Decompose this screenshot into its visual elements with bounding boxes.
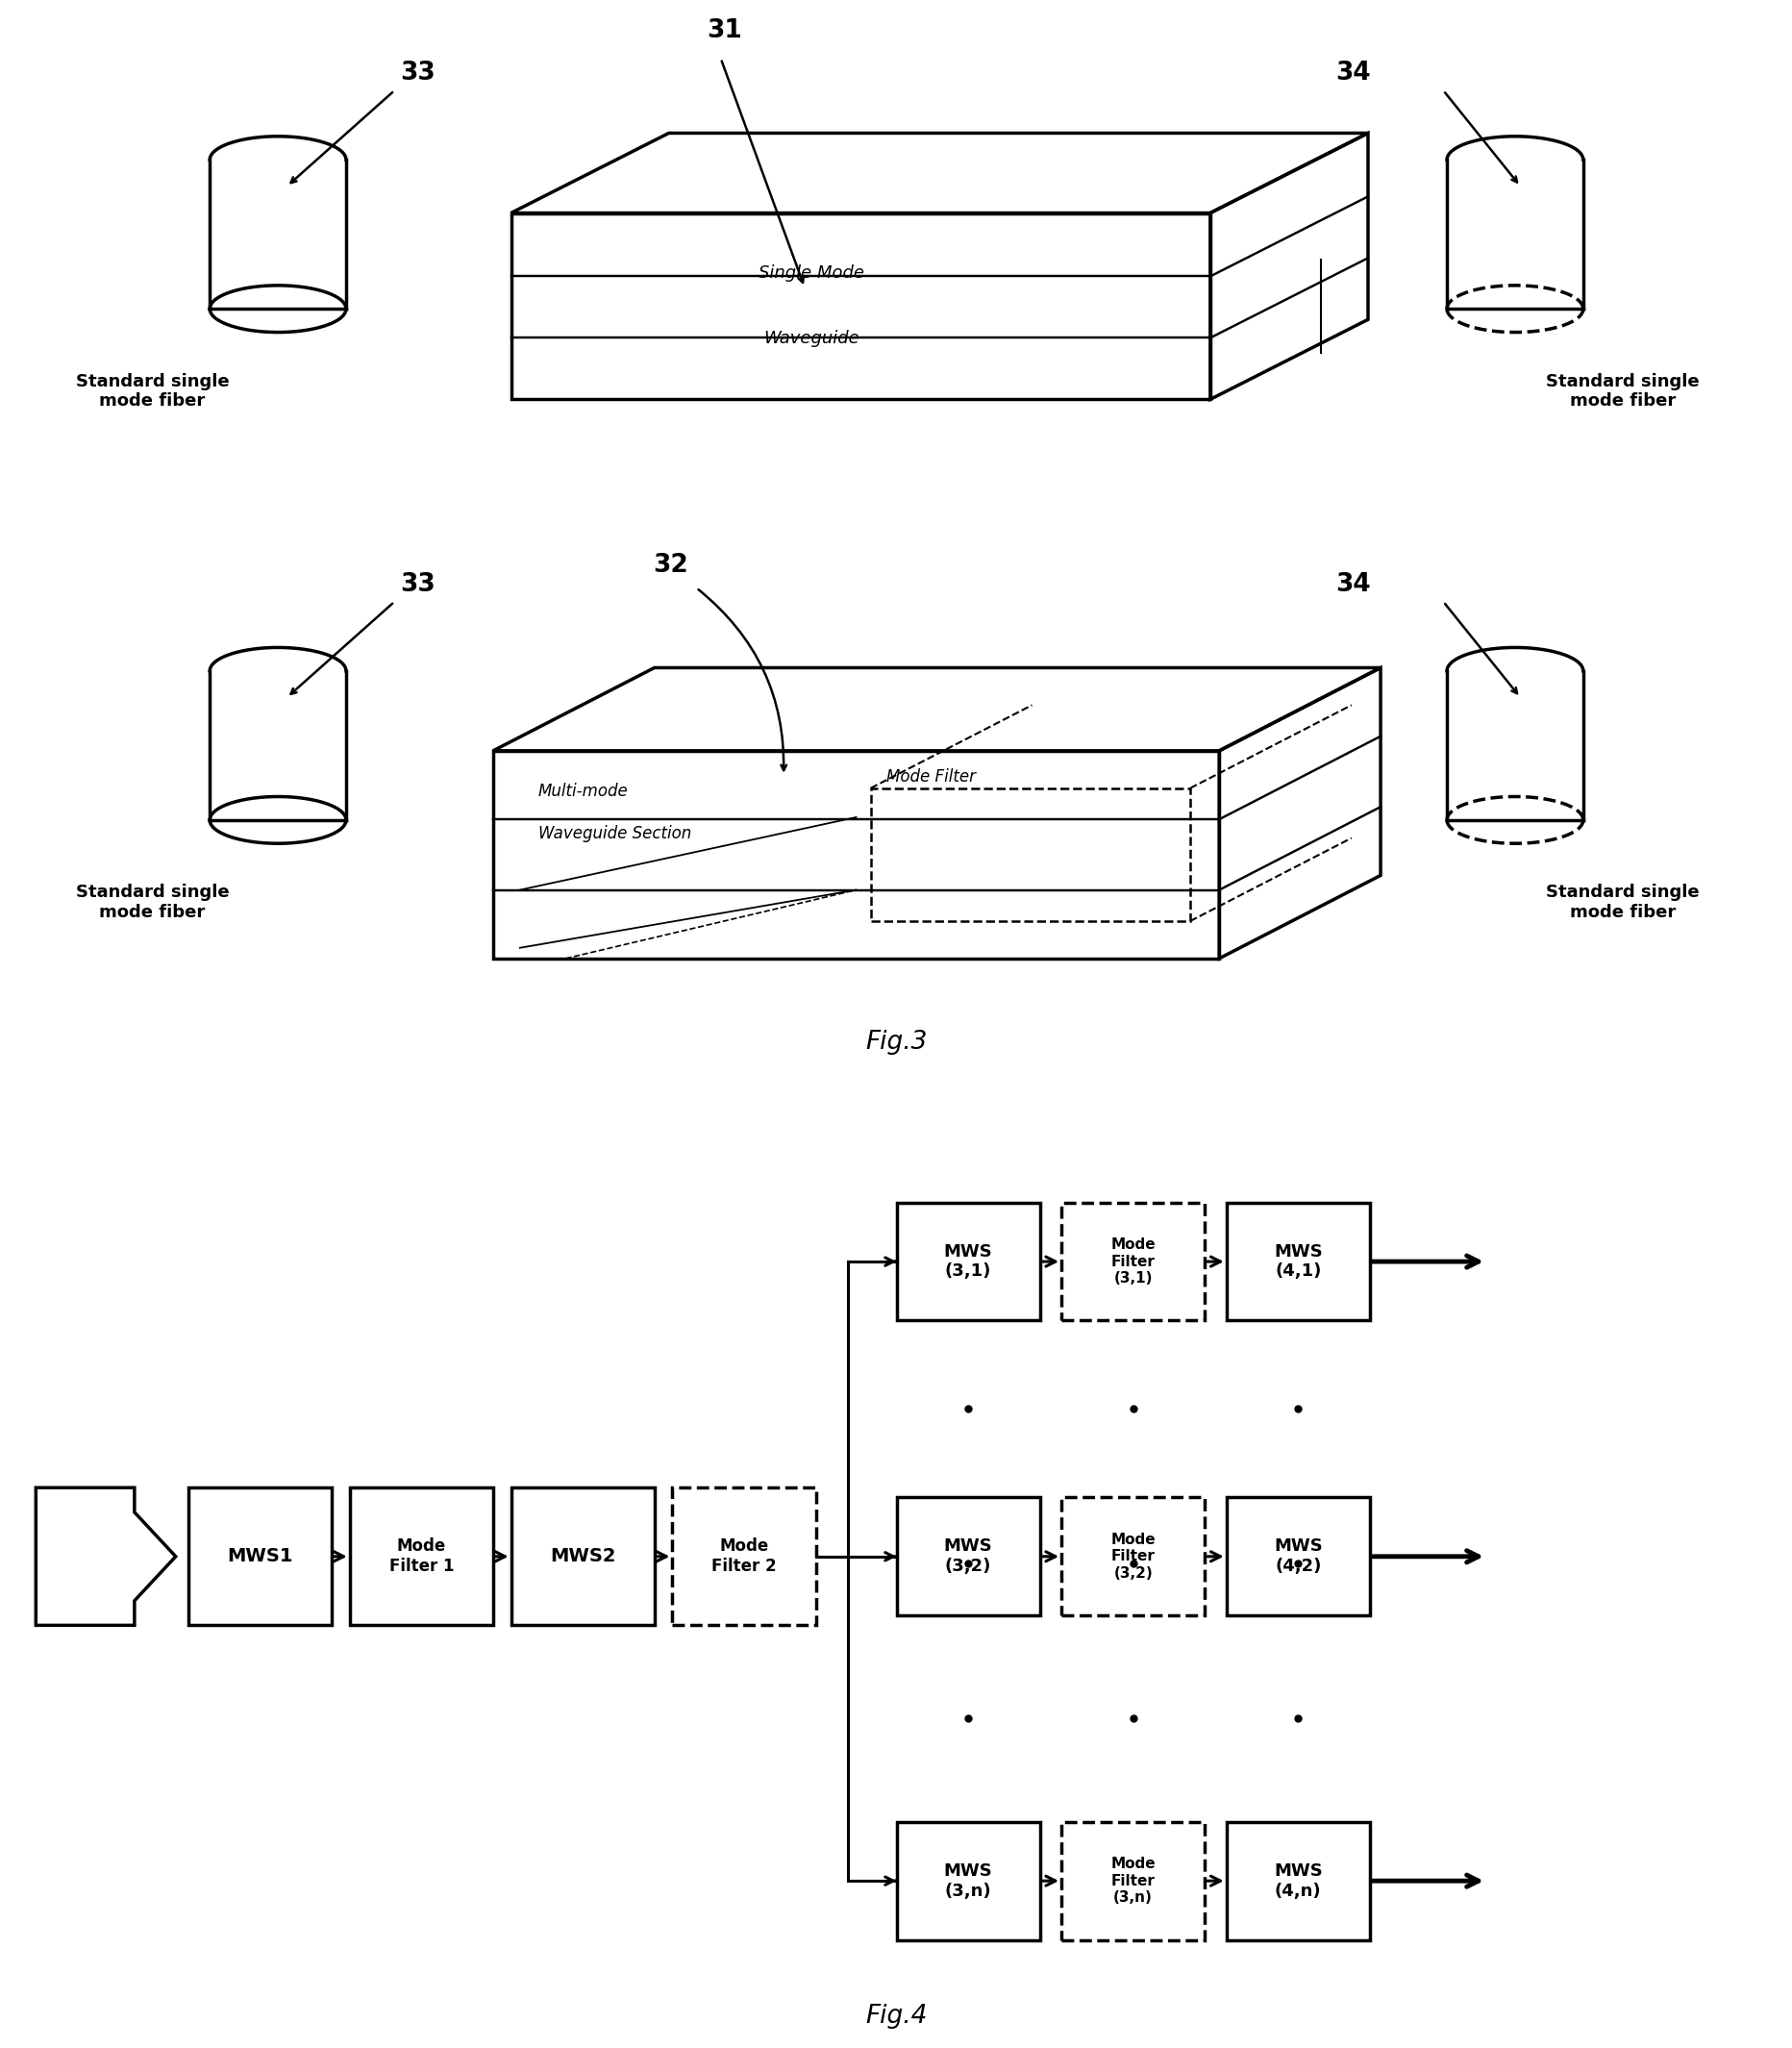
Text: Waveguide: Waveguide: [763, 330, 858, 348]
Text: MWS
(4,1): MWS (4,1): [1272, 1243, 1322, 1280]
Bar: [1226, 1202, 1369, 1321]
Text: 33: 33: [400, 61, 435, 86]
Text: Mode
Filter
(3,2): Mode Filter (3,2): [1111, 1532, 1156, 1581]
Bar: [896, 1497, 1039, 1616]
Text: Mode
Filter 1: Mode Filter 1: [389, 1538, 453, 1575]
Text: MWS
(3,2): MWS (3,2): [943, 1538, 993, 1575]
Text: Mode
Filter
(3,n): Mode Filter (3,n): [1111, 1858, 1156, 1905]
Bar: [672, 1487, 815, 1626]
Bar: [349, 1487, 493, 1626]
Bar: [1061, 1202, 1204, 1321]
Text: MWS
(3,n): MWS (3,n): [943, 1862, 993, 1901]
Text: Standard single
mode fiber: Standard single mode fiber: [1545, 373, 1699, 410]
Text: 32: 32: [652, 553, 688, 578]
Text: MWS
(4,2): MWS (4,2): [1272, 1538, 1322, 1575]
Text: 34: 34: [1335, 571, 1371, 596]
Text: Fig.4: Fig.4: [866, 2003, 926, 2028]
Text: 31: 31: [706, 18, 742, 43]
Bar: [188, 1487, 332, 1626]
Bar: [511, 1487, 654, 1626]
Text: Waveguide Section: Waveguide Section: [538, 825, 690, 842]
Text: Standard single
mode fiber: Standard single mode fiber: [75, 885, 229, 922]
Text: Standard single
mode fiber: Standard single mode fiber: [1545, 885, 1699, 922]
Text: Single Mode: Single Mode: [758, 264, 864, 283]
Text: Mode Filter: Mode Filter: [887, 768, 975, 786]
Text: Multi-mode: Multi-mode: [538, 782, 627, 801]
Text: Standard single
mode fiber: Standard single mode fiber: [75, 373, 229, 410]
Text: Mode
Filter 2: Mode Filter 2: [711, 1538, 776, 1575]
Bar: [1226, 1823, 1369, 1939]
Text: MWS
(4,n): MWS (4,n): [1272, 1862, 1322, 1901]
Text: Mode
Filter
(3,1): Mode Filter (3,1): [1111, 1237, 1156, 1286]
Bar: [896, 1823, 1039, 1939]
Text: Fig.3: Fig.3: [866, 1030, 926, 1055]
Bar: [896, 1202, 1039, 1321]
Text: MWS2: MWS2: [550, 1548, 615, 1565]
Text: MWS1: MWS1: [228, 1548, 292, 1565]
Bar: [1226, 1497, 1369, 1616]
Text: 34: 34: [1335, 61, 1371, 86]
Bar: [1061, 1497, 1204, 1616]
Text: MWS
(3,1): MWS (3,1): [943, 1243, 993, 1280]
Text: 33: 33: [400, 571, 435, 596]
Bar: [1061, 1823, 1204, 1939]
